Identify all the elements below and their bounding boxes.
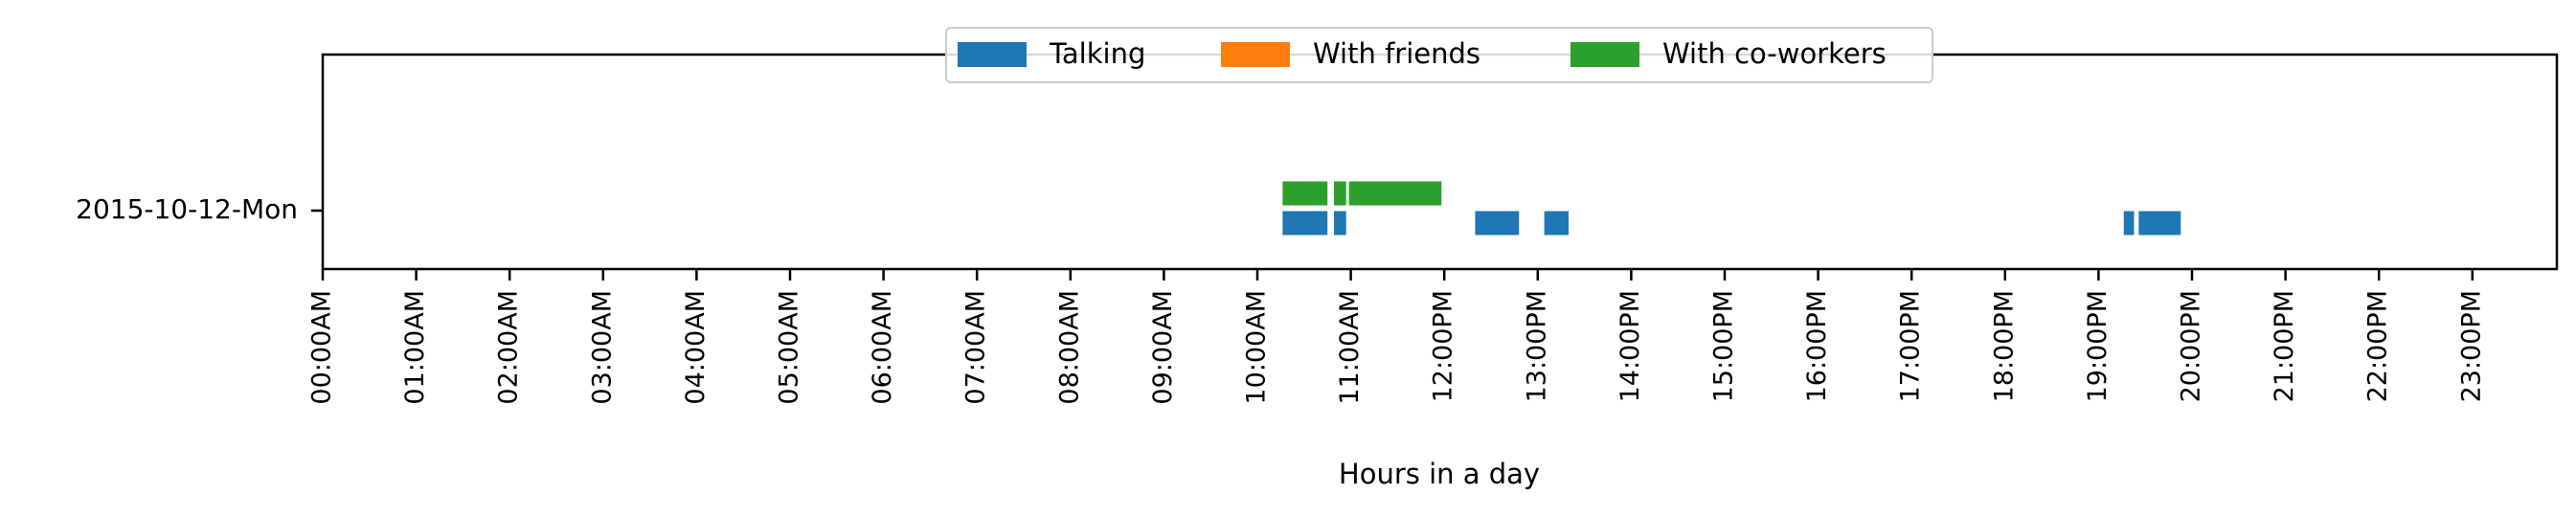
x-tick-label: 08:00AM	[1054, 290, 1084, 405]
x-tick-label: 16:00PM	[1802, 290, 1832, 402]
legend-swatch	[1570, 42, 1639, 67]
bar-talking-4	[2123, 211, 2135, 236]
x-tick-label: 06:00AM	[868, 290, 897, 405]
x-tick-label: 01:00AM	[400, 290, 430, 405]
x-axis-label: Hours in a day	[1339, 458, 1540, 490]
y-tick-label: 2015-10-12-Mon	[76, 193, 298, 225]
bar-talking-1	[1334, 211, 1346, 236]
x-tick-label: 21:00PM	[2270, 290, 2299, 402]
bar-with-co-workers-2	[1348, 181, 1442, 206]
bar-talking-5	[2138, 211, 2181, 236]
x-tick-label: 11:00AM	[1335, 290, 1365, 405]
legend-swatch	[1221, 42, 1290, 67]
x-tick-label: 07:00AM	[961, 290, 991, 405]
legend-box	[945, 27, 1933, 83]
x-tick-label: 20:00PM	[2177, 290, 2206, 402]
x-axis-ticks: 00:00AM 01:00AM 02:00AM 03:00AM 04:00AM 05:00…	[307, 269, 2486, 405]
legend-label: With friends	[1313, 37, 1480, 70]
x-tick-label: 03:00AM	[587, 290, 617, 405]
x-tick-label: 22:00PM	[2363, 290, 2393, 402]
bar-with-co-workers-0	[1282, 181, 1328, 206]
plot-frame	[321, 53, 2559, 271]
interval-bars	[1282, 181, 2181, 236]
x-tick-label: 05:00AM	[775, 290, 804, 405]
legend-label: With co-workers	[1662, 37, 1887, 70]
x-tick-label: 15:00PM	[1709, 290, 1739, 402]
x-tick-label: 13:00PM	[1522, 290, 1551, 402]
bar-talking-2	[1475, 211, 1520, 236]
x-tick-label: 14:00PM	[1616, 290, 1645, 402]
x-tick-label: 17:00PM	[1896, 290, 1926, 402]
bar-with-co-workers-1	[1334, 181, 1346, 206]
x-tick-label: 09:00AM	[1148, 290, 1178, 405]
legend-label: Talking	[1049, 37, 1145, 70]
bar-talking-3	[1544, 211, 1570, 236]
legend-swatch	[958, 42, 1027, 67]
x-tick-label: 23:00PM	[2456, 290, 2486, 402]
bar-talking-0	[1282, 211, 1328, 236]
legend: Talking With friends With co-workers	[945, 27, 1933, 83]
x-tick-label: 10:00AM	[1242, 290, 1272, 405]
x-tick-label: 04:00AM	[681, 290, 711, 405]
x-tick-label: 19:00PM	[2083, 290, 2113, 402]
x-tick-label: 12:00PM	[1429, 290, 1458, 402]
x-tick-label: 00:00AM	[307, 290, 337, 405]
x-tick-label: 18:00PM	[1989, 290, 2019, 402]
x-tick-label: 02:00AM	[494, 290, 524, 405]
y-axis-ticks: 2015-10-12-Mon	[76, 193, 323, 225]
